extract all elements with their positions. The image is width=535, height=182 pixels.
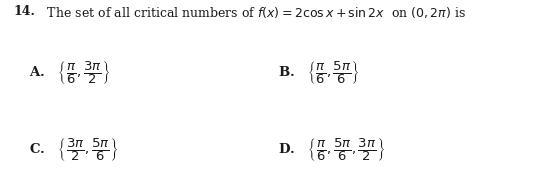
Text: C.   $\left\{\dfrac{3\pi}{2}, \dfrac{5\pi}{6}\right\}$: C. $\left\{\dfrac{3\pi}{2}, \dfrac{5\pi}… [29, 136, 119, 163]
Text: 14.: 14. [13, 5, 35, 18]
Text: D.   $\left\{\dfrac{\pi}{6}, \dfrac{5\pi}{6}, \dfrac{3\pi}{2}\right\}$: D. $\left\{\dfrac{\pi}{6}, \dfrac{5\pi}{… [278, 136, 385, 163]
Text: A.   $\left\{\dfrac{\pi}{6}, \dfrac{3\pi}{2}\right\}$: A. $\left\{\dfrac{\pi}{6}, \dfrac{3\pi}{… [29, 59, 110, 86]
Text: B.   $\left\{\dfrac{\pi}{6}, \dfrac{5\pi}{6}\right\}$: B. $\left\{\dfrac{\pi}{6}, \dfrac{5\pi}{… [278, 59, 360, 86]
Text: The set of all critical numbers of $f(x) = 2\cos x + \sin 2x$  on $(0, 2\pi)$ is: The set of all critical numbers of $f(x)… [39, 5, 466, 20]
